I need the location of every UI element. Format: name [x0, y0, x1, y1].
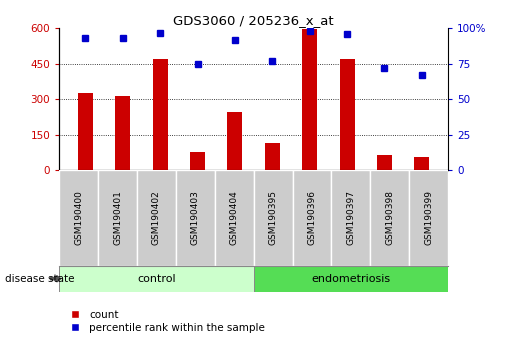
Text: disease state: disease state — [5, 274, 75, 284]
Polygon shape — [59, 170, 98, 266]
Text: GSM190396: GSM190396 — [307, 190, 316, 245]
Bar — [115, 96, 130, 170]
Bar — [59, 266, 254, 292]
Bar — [254, 266, 448, 292]
Text: control: control — [137, 274, 176, 284]
Polygon shape — [98, 170, 137, 266]
Text: GSM190401: GSM190401 — [113, 190, 122, 245]
Text: GSM190400: GSM190400 — [74, 190, 83, 245]
Polygon shape — [176, 170, 215, 266]
Text: endometriosis: endometriosis — [311, 274, 390, 284]
Polygon shape — [137, 170, 176, 266]
Bar — [415, 157, 430, 170]
Bar — [377, 155, 392, 170]
Text: GSM190397: GSM190397 — [347, 190, 355, 245]
Bar — [228, 112, 243, 170]
Text: GSM190399: GSM190399 — [424, 190, 433, 245]
Polygon shape — [253, 170, 293, 266]
Text: GSM190395: GSM190395 — [269, 190, 278, 245]
Legend: count, percentile rank within the sample: count, percentile rank within the sample — [64, 310, 265, 333]
Polygon shape — [215, 170, 253, 266]
Text: GSM190402: GSM190402 — [152, 190, 161, 245]
Text: GSM190398: GSM190398 — [385, 190, 394, 245]
Bar — [152, 59, 168, 170]
Polygon shape — [293, 170, 332, 266]
Polygon shape — [409, 170, 448, 266]
Bar — [265, 143, 280, 170]
Bar — [302, 29, 317, 170]
Title: GDS3060 / 205236_x_at: GDS3060 / 205236_x_at — [174, 14, 334, 27]
Bar — [78, 93, 93, 170]
Bar — [339, 59, 355, 170]
Polygon shape — [332, 170, 370, 266]
Bar — [190, 152, 205, 170]
Polygon shape — [370, 170, 409, 266]
Text: GSM190404: GSM190404 — [230, 190, 238, 245]
Text: GSM190403: GSM190403 — [191, 190, 200, 245]
